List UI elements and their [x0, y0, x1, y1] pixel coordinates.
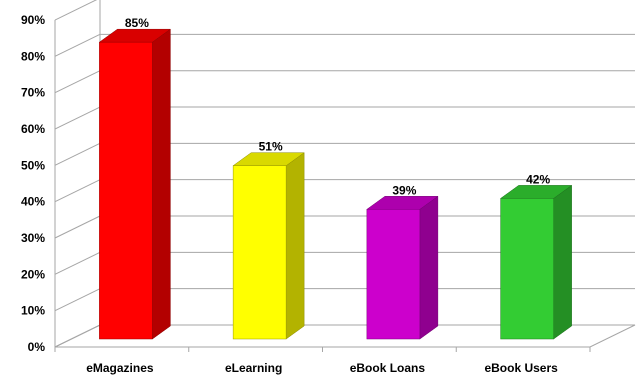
data-label: 85%	[125, 16, 149, 30]
category-label: eBook Loans	[350, 361, 426, 375]
bar-side	[419, 195, 439, 340]
data-labels: 85% 51% 39% 42%	[125, 16, 551, 197]
bar-front	[99, 41, 153, 340]
y-tick-label: 90%	[21, 13, 45, 27]
category-labels: eMagazines eLearning eBook Loans eBook User…	[86, 361, 558, 375]
y-tick-label: 70%	[21, 86, 45, 100]
data-label: 51%	[259, 140, 283, 154]
gridline-side	[54, 324, 101, 348]
bar	[499, 184, 573, 340]
y-tick-label: 50%	[21, 158, 45, 172]
bar	[98, 28, 172, 340]
y-tick-label: 0%	[28, 340, 46, 354]
bar-front	[232, 165, 287, 340]
category-label: eBook Users	[484, 361, 558, 375]
y-tick-label: 10%	[21, 304, 45, 318]
gridline-side	[54, 106, 101, 130]
gridline-side	[54, 33, 101, 57]
bar-side	[285, 152, 305, 340]
bar-front	[500, 198, 554, 340]
y-tick-label: 60%	[21, 122, 45, 136]
bar-side	[553, 184, 572, 340]
gridline-side	[54, 142, 101, 166]
gridline-side	[54, 288, 101, 312]
category-label: eLearning	[225, 361, 282, 375]
gridline-side	[54, 70, 101, 94]
bars	[98, 28, 573, 340]
y-axis-tick-labels: 0% 10% 20% 30% 40% 50% 60% 70% 80% 90%	[21, 13, 45, 354]
bar	[232, 152, 305, 340]
gridline-side	[54, 179, 101, 203]
gridline-side	[54, 0, 98, 21]
bar	[366, 195, 439, 340]
data-label: 42%	[526, 172, 550, 186]
gridline-side	[54, 215, 101, 239]
bar-front	[366, 209, 421, 340]
y-tick-label: 40%	[21, 195, 45, 209]
category-label: eMagazines	[86, 361, 154, 375]
gridline-side	[54, 251, 101, 275]
y-tick-label: 30%	[21, 231, 45, 245]
bar-side	[152, 28, 171, 340]
y-tick-label: 80%	[21, 49, 45, 63]
y-tick-label: 20%	[21, 267, 45, 281]
data-label: 39%	[392, 183, 416, 197]
